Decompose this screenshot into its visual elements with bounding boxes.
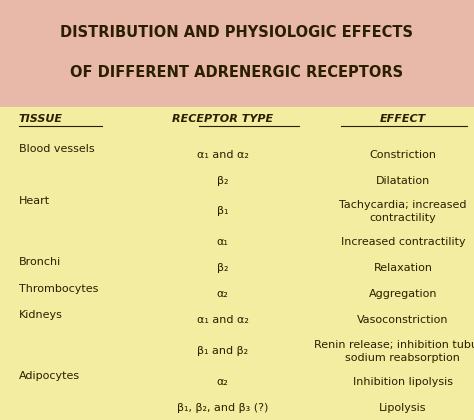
FancyBboxPatch shape	[0, 0, 474, 107]
Text: Relaxation: Relaxation	[374, 263, 432, 273]
Text: Tachycardia; increased
contractility: Tachycardia; increased contractility	[339, 200, 466, 223]
Text: DISTRIBUTION AND PHYSIOLOGIC EFFECTS: DISTRIBUTION AND PHYSIOLOGIC EFFECTS	[61, 25, 413, 39]
Text: Increased contractility: Increased contractility	[341, 237, 465, 247]
Text: Blood vessels: Blood vessels	[19, 144, 95, 154]
Text: Heart: Heart	[19, 196, 50, 206]
Text: Vasoconstriction: Vasoconstriction	[357, 315, 449, 326]
Text: RECEPTOR TYPE: RECEPTOR TYPE	[172, 114, 273, 124]
Text: Renin release; inhibition tubular
sodium reabsorption: Renin release; inhibition tubular sodium…	[314, 340, 474, 362]
Text: α₁ and α₂: α₁ and α₂	[197, 150, 249, 160]
Text: EFFECT: EFFECT	[380, 114, 426, 124]
Text: Inhibition lipolysis: Inhibition lipolysis	[353, 377, 453, 387]
Text: β₂: β₂	[217, 263, 228, 273]
Text: Lipolysis: Lipolysis	[379, 403, 427, 413]
Text: β₁ and β₂: β₁ and β₂	[197, 346, 248, 356]
Text: Adipocytes: Adipocytes	[19, 371, 80, 381]
Text: α₁: α₁	[217, 237, 229, 247]
Text: Constriction: Constriction	[369, 150, 437, 160]
Text: β₁: β₁	[217, 207, 228, 216]
Text: OF DIFFERENT ADRENERGIC RECEPTORS: OF DIFFERENT ADRENERGIC RECEPTORS	[71, 66, 403, 80]
Text: α₁ and α₂: α₁ and α₂	[197, 315, 249, 326]
Text: TISSUE: TISSUE	[19, 114, 63, 124]
Text: β₂: β₂	[217, 176, 228, 186]
Text: Kidneys: Kidneys	[19, 310, 63, 320]
Text: α₂: α₂	[217, 289, 229, 299]
Text: Aggregation: Aggregation	[369, 289, 437, 299]
Text: Dilatation: Dilatation	[376, 176, 430, 186]
Text: Thrombocytes: Thrombocytes	[19, 284, 98, 294]
Text: β₁, β₂, and β₃ (?): β₁, β₂, and β₃ (?)	[177, 403, 268, 413]
Text: α₂: α₂	[217, 377, 229, 387]
Text: Bronchi: Bronchi	[19, 257, 61, 268]
